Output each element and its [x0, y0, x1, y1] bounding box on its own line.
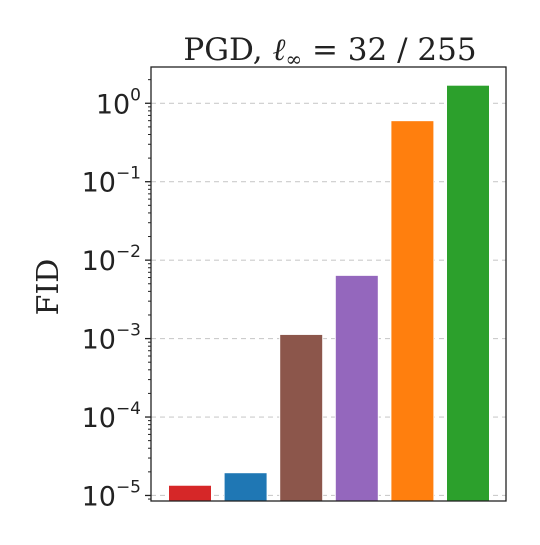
- title-norm-symbol: ℓ: [273, 32, 286, 68]
- y-tick-label: 10−2: [82, 242, 141, 277]
- y-tick-base: 10: [96, 89, 130, 120]
- y-tick-base: 10: [82, 325, 116, 356]
- title-main: PGD,: [183, 32, 272, 68]
- bar: [168, 484, 212, 502]
- y-tick-label: 10−4: [82, 399, 141, 434]
- bar: [279, 333, 324, 502]
- bar: [223, 472, 268, 502]
- y-tick-exponent: 0: [130, 85, 141, 105]
- y-tick-label: 100: [96, 85, 141, 120]
- chart-title: PGD, ℓ∞ = 32 / 255: [183, 32, 476, 71]
- y-tick-exponent: −5: [116, 477, 141, 497]
- y-tick-exponent: −4: [116, 399, 141, 419]
- bar: [446, 84, 490, 502]
- title-norm-subscript: ∞: [285, 47, 302, 71]
- y-tick-base: 10: [82, 403, 116, 434]
- bar: [334, 274, 379, 502]
- bars: [168, 84, 490, 502]
- y-tick-base: 10: [82, 481, 116, 512]
- y-tick-label: 10−5: [82, 477, 141, 512]
- bar: [390, 120, 435, 502]
- y-tick-exponent: −3: [116, 321, 141, 341]
- title-rest: = 32 / 255: [302, 32, 476, 68]
- y-tick-base: 10: [82, 246, 116, 277]
- plot-frame: [150, 66, 507, 502]
- y-tick-label: 10−1: [82, 164, 141, 199]
- y-axis-label: FID: [31, 259, 66, 316]
- y-tick-label: 10−3: [82, 321, 141, 356]
- y-tick-exponent: −2: [116, 242, 141, 262]
- y-tick-exponent: −1: [116, 164, 141, 184]
- y-tick-base: 10: [82, 168, 116, 199]
